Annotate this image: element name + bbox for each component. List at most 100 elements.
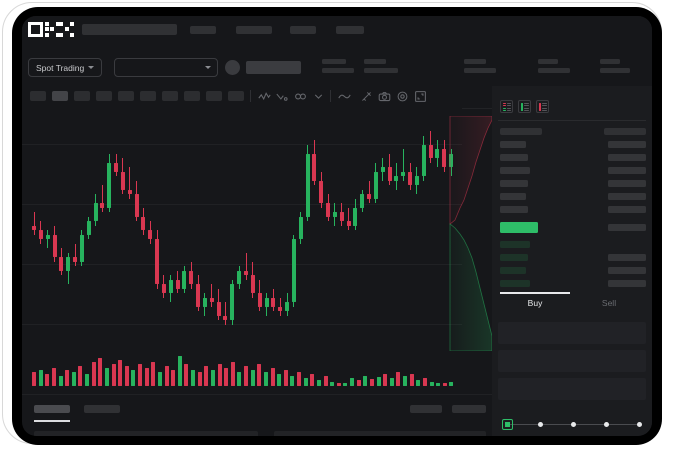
volume-bar [65, 370, 70, 386]
volume-bar [45, 374, 50, 386]
chevron-down-icon [205, 66, 211, 69]
bottom-action-1[interactable] [410, 405, 442, 413]
volume-bar [436, 383, 441, 386]
orderbook-header-left [500, 128, 542, 135]
camera-icon[interactable] [378, 90, 391, 103]
volume-bar [197, 372, 202, 386]
pair-stats-bar: Spot Trading [22, 50, 652, 86]
fullscreen-icon[interactable] [414, 90, 427, 103]
volume-bar [191, 370, 195, 386]
orderbook-last-price [500, 222, 538, 233]
nav-item-3[interactable] [290, 26, 316, 34]
bottom-action-2[interactable] [452, 405, 486, 413]
volume-bar [356, 380, 361, 386]
timeframe-button-9[interactable] [206, 91, 222, 101]
volume-bar [257, 364, 262, 386]
bottom-tab-bar [22, 394, 492, 436]
last-price-value [246, 61, 301, 74]
timeframe-button-3[interactable] [74, 91, 90, 101]
nav-item-1[interactable] [190, 26, 216, 34]
volume-bar [403, 376, 407, 386]
orderbook-ask-row[interactable] [500, 206, 528, 213]
timeframe-button-8[interactable] [184, 91, 200, 101]
volume-bar [217, 364, 222, 386]
bottom-panel-left [34, 431, 258, 436]
orderbook-bid-row[interactable] [500, 241, 530, 248]
orderbook-ask-amount [608, 167, 646, 174]
step-indicator-2[interactable] [538, 422, 543, 427]
volume-bar [78, 366, 83, 386]
volume-bar [91, 362, 96, 386]
volume-histogram [22, 348, 462, 394]
orderbook-ask-amount [608, 141, 646, 148]
line-chart-icon[interactable] [338, 90, 351, 103]
candlestick-chart[interactable] [22, 108, 462, 348]
volume-bar [85, 374, 89, 386]
step-indicator-4[interactable] [604, 422, 609, 427]
okx-logo-x [59, 22, 75, 37]
tab-order-history[interactable] [84, 405, 120, 413]
okx-logo-k [44, 22, 60, 37]
timeframe-button-10[interactable] [228, 91, 244, 101]
indicator-icon[interactable] [258, 90, 271, 103]
volume-bar [124, 366, 129, 386]
volume-bar [237, 372, 242, 386]
coin-avatar [225, 60, 240, 75]
nav-item-2[interactable] [236, 26, 272, 34]
volume-bar [144, 368, 149, 386]
volume-bar [389, 378, 394, 386]
tab-open-orders[interactable] [34, 405, 70, 413]
trading-mode-selector[interactable]: Spot Trading [28, 58, 103, 77]
volume-bar [104, 368, 109, 386]
settings-gear-icon[interactable] [396, 90, 409, 103]
volume-bar [38, 370, 43, 386]
timeframe-button-2[interactable] [52, 91, 68, 101]
orderbook-ask-row[interactable] [500, 154, 528, 161]
orderbook-ask-row[interactable] [500, 141, 526, 148]
orderbook-ask-row[interactable] [500, 180, 528, 187]
orderbook-bid-row[interactable] [500, 267, 526, 274]
step-indicator-3[interactable] [571, 422, 576, 427]
okx-logo[interactable] [28, 22, 75, 37]
drawing-tools-icon[interactable] [360, 90, 373, 103]
orderbook-bid-row[interactable] [500, 254, 528, 261]
volume-bar [369, 379, 374, 386]
trading-pair-selector[interactable] [114, 58, 218, 77]
orderbook-mode-asks[interactable] [536, 100, 549, 113]
volume-bar [270, 368, 275, 386]
order-book-panel: Buy Sell [492, 86, 652, 436]
timeframe-button-4[interactable] [96, 91, 112, 101]
volume-bar [409, 374, 414, 386]
chevron-down-icon [88, 66, 95, 69]
chevron-down-icon[interactable] [312, 90, 325, 103]
total-field[interactable] [498, 378, 646, 400]
step-indicator-5[interactable] [637, 422, 642, 427]
volume-bar [363, 376, 368, 386]
volume-bar [157, 372, 162, 386]
tab-sell[interactable]: Sell [601, 298, 617, 308]
nav-item-4[interactable] [336, 26, 364, 34]
timeframe-button-5[interactable] [118, 91, 134, 101]
orderbook-mode-bids[interactable] [518, 100, 531, 113]
timeframe-button-7[interactable] [162, 91, 178, 101]
step-indicator-1[interactable] [502, 419, 513, 430]
volume-bar [416, 380, 421, 386]
timeframe-button-6[interactable] [140, 91, 156, 101]
orderbook-mode-both[interactable] [500, 100, 513, 113]
volume-bar [330, 382, 335, 386]
volume-bar [422, 378, 427, 386]
volume-bar [224, 368, 229, 386]
orderbook-ask-row[interactable] [500, 167, 530, 174]
timeframe-button-1[interactable] [30, 91, 46, 101]
tab-buy[interactable]: Buy [527, 298, 543, 308]
compare-icon[interactable] [276, 90, 289, 103]
orderbook-ask-row[interactable] [500, 193, 526, 200]
orderbook-ask-amount [608, 180, 646, 187]
orderbook-bid-row[interactable] [500, 280, 530, 287]
template-icon[interactable] [294, 90, 307, 103]
price-field[interactable] [498, 322, 646, 344]
volume-bar [429, 382, 434, 386]
volume-bar [277, 374, 282, 386]
amount-field[interactable] [498, 350, 646, 372]
search-input[interactable] [82, 24, 177, 35]
